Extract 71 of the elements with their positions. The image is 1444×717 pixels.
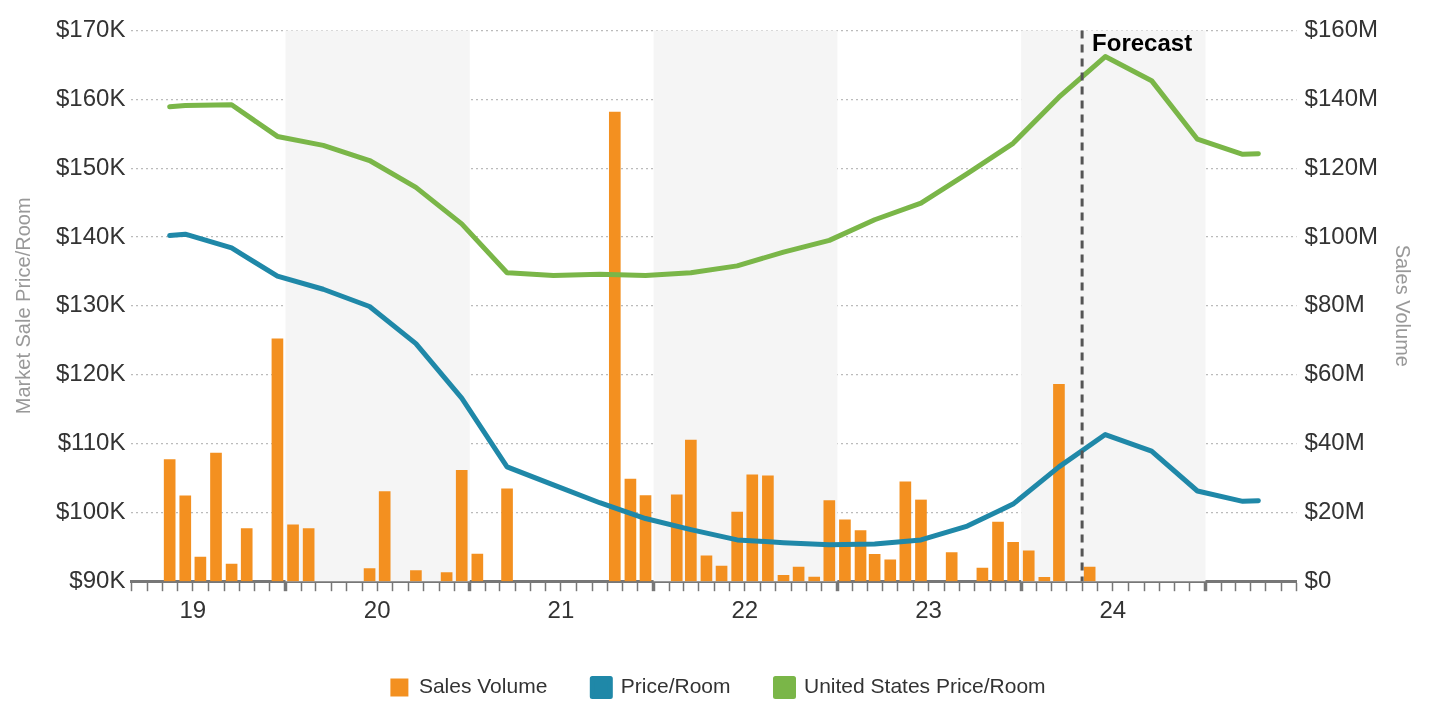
bar — [976, 567, 989, 582]
bar — [271, 338, 284, 582]
bar — [823, 500, 836, 582]
y-tick-label: $90K — [69, 565, 126, 593]
x-tick-label: 23 — [915, 596, 942, 624]
bar — [471, 553, 484, 582]
bar — [240, 528, 253, 582]
bar — [1083, 566, 1096, 582]
bar — [163, 459, 176, 582]
y2-axis-title: Sales Volume — [1392, 244, 1415, 367]
x-tick-label: 21 — [547, 596, 575, 624]
bar — [179, 495, 192, 582]
bar — [884, 559, 897, 582]
bar — [608, 111, 621, 582]
bar — [194, 556, 207, 582]
bar — [302, 528, 315, 582]
bar — [1022, 550, 1035, 582]
bar — [1053, 383, 1065, 582]
bar — [808, 576, 821, 582]
bar — [899, 481, 912, 582]
x-tick-label: 19 — [179, 596, 207, 624]
bar — [685, 439, 697, 582]
y2-tick-label: $0 — [1304, 565, 1332, 593]
y2-tick-label: $100M — [1304, 221, 1379, 249]
bar — [777, 575, 790, 582]
bar — [440, 572, 453, 582]
y2-tick-label: $80M — [1304, 290, 1365, 318]
bar — [1038, 577, 1051, 582]
y-tick-label: $110K — [57, 428, 126, 456]
bar — [915, 499, 927, 582]
bar — [700, 555, 713, 582]
bar — [945, 552, 958, 582]
bar — [378, 491, 391, 582]
legend-label: Sales Volume — [418, 674, 548, 698]
bar — [363, 568, 376, 582]
bar — [715, 565, 728, 582]
y2-tick-label: $20M — [1304, 496, 1365, 524]
y2-tick-label: $40M — [1304, 428, 1365, 456]
bar — [287, 524, 299, 582]
y-tick-label: $140K — [55, 221, 126, 249]
y2-tick-label: $60M — [1304, 359, 1365, 387]
y-tick-label: $150K — [55, 152, 126, 180]
bar — [839, 519, 851, 582]
bar — [731, 511, 743, 582]
bar — [868, 554, 881, 582]
ref-line-label: Forecast — [1092, 29, 1193, 57]
bar — [455, 470, 468, 582]
legend-label: Price/Room — [620, 674, 731, 698]
legend-label: United States Price/Room — [804, 674, 1046, 698]
y2-tick-label: $120M — [1304, 152, 1379, 180]
bar — [992, 521, 1004, 582]
x-tick-label: 24 — [1099, 596, 1127, 624]
y-tick-label: $120K — [55, 359, 126, 387]
x-tick-label: 22 — [731, 596, 759, 624]
bar — [792, 566, 805, 582]
bar — [225, 563, 238, 582]
x-tick-label: 20 — [363, 596, 391, 624]
y-tick-label: $170K — [55, 15, 126, 43]
bar — [501, 488, 513, 582]
y2-tick-label: $140M — [1304, 83, 1379, 111]
y-tick-label: $160K — [55, 83, 126, 111]
bar — [410, 570, 422, 582]
bar — [1007, 541, 1019, 582]
bar — [210, 452, 222, 582]
bar — [762, 475, 774, 582]
y-tick-label: $130K — [55, 290, 126, 318]
y2-tick-label: $160M — [1304, 15, 1379, 43]
bar — [670, 494, 683, 582]
y-tick-label: $100K — [55, 496, 126, 524]
bar — [746, 474, 759, 582]
y-axis-title: Market Sale Price/Room — [11, 197, 34, 415]
